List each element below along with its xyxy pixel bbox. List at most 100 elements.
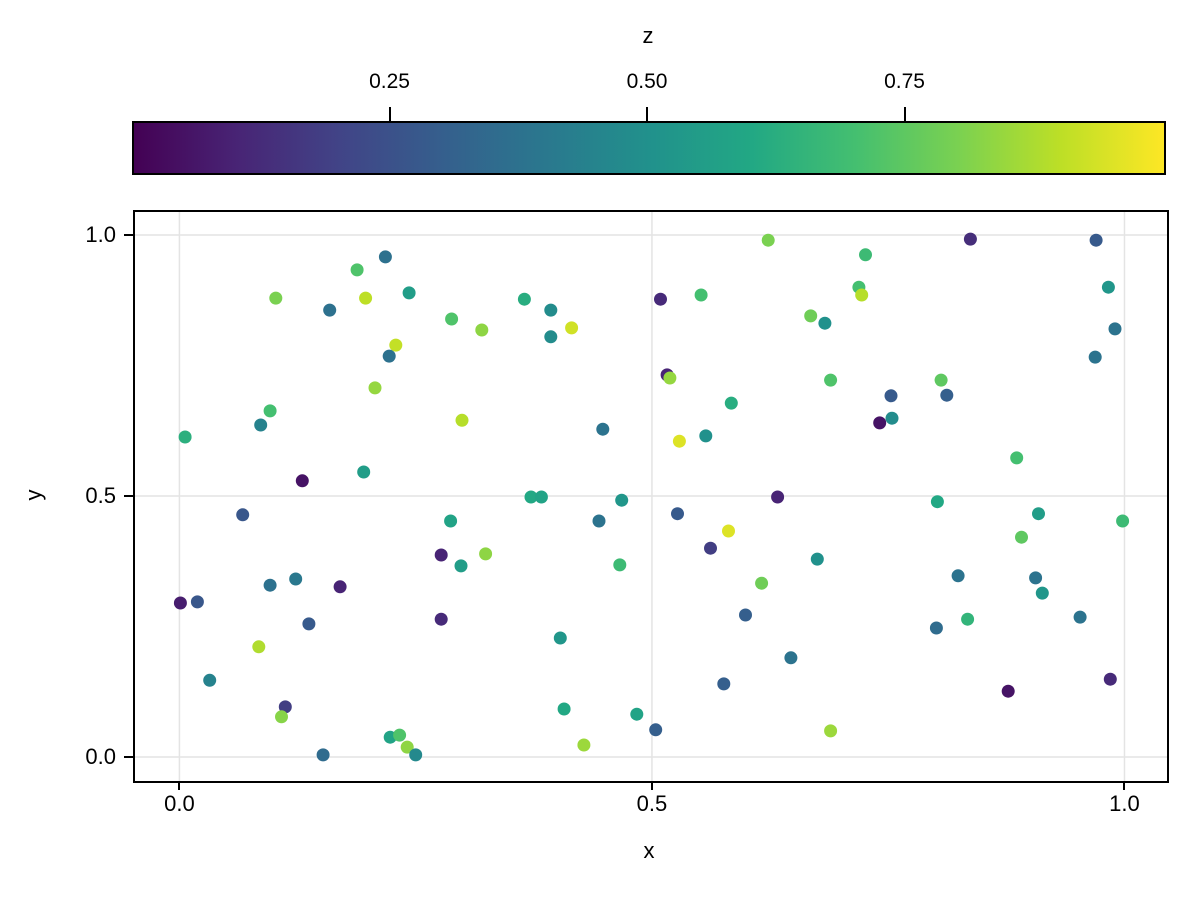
data-point (810, 552, 824, 566)
data-point (804, 309, 818, 323)
colorbar-tick-label: 0.25 (369, 70, 410, 93)
data-point (739, 608, 752, 622)
data-point (859, 248, 872, 262)
data-point (1001, 684, 1015, 698)
data-point (236, 508, 250, 522)
data-point (295, 474, 309, 488)
data-point (269, 291, 283, 305)
data-point (1029, 571, 1043, 585)
data-point (671, 507, 684, 521)
data-point (855, 288, 869, 302)
data-point (1015, 530, 1028, 544)
y-tick-mark (124, 494, 133, 497)
data-point (553, 631, 567, 645)
y-tick-label: 0.0 (85, 743, 116, 769)
colorbar-tick-mark (646, 107, 648, 121)
data-point (873, 416, 887, 430)
y-tick-label: 0.5 (85, 482, 116, 508)
data-point (565, 321, 579, 335)
colorbar-tick-label: 0.75 (884, 70, 925, 93)
data-point (717, 677, 731, 691)
y-tick-mark (124, 755, 133, 758)
x-tick-label: 1.0 (1109, 791, 1140, 816)
data-point (818, 316, 832, 330)
data-point (755, 576, 769, 590)
data-point (479, 547, 493, 561)
data-point (173, 596, 187, 610)
data-point (254, 418, 268, 432)
data-point (434, 548, 448, 562)
scatter-canvas (135, 212, 1167, 781)
y-axis-label: y (21, 489, 46, 501)
data-point (409, 748, 423, 762)
data-point (596, 422, 610, 436)
data-point (434, 612, 448, 626)
data-point (761, 233, 775, 247)
data-point (824, 724, 838, 738)
data-point (524, 490, 538, 504)
data-point (613, 558, 627, 572)
data-point (722, 524, 735, 538)
data-point (534, 490, 548, 504)
data-point (630, 707, 644, 721)
x-tick-mark (178, 781, 181, 790)
data-point (961, 612, 975, 626)
data-point (1116, 514, 1130, 528)
data-point (316, 748, 330, 762)
x-tick-mark (1123, 781, 1126, 790)
data-point (934, 373, 948, 387)
colorbar-tick-label: 0.50 (626, 70, 668, 93)
x-tick-label: 0.5 (636, 791, 668, 816)
data-point (393, 728, 407, 742)
data-point (940, 388, 954, 402)
data-point (475, 323, 489, 337)
data-point (663, 371, 677, 385)
data-point (402, 286, 416, 300)
scatter-points (173, 232, 1130, 762)
data-point (615, 493, 629, 507)
data-point (357, 465, 371, 479)
data-point (278, 700, 292, 714)
data-point (557, 702, 571, 716)
data-point (203, 673, 217, 687)
data-point (824, 373, 838, 387)
data-point (263, 404, 277, 418)
x-tick-mark (650, 781, 653, 790)
data-point (455, 413, 469, 427)
data-point (252, 640, 266, 654)
data-point (672, 434, 686, 448)
data-point (378, 250, 392, 264)
data-point (454, 559, 468, 573)
data-point (704, 541, 717, 555)
data-point (544, 330, 558, 344)
data-point (517, 292, 531, 306)
data-point (333, 580, 347, 594)
data-point (1073, 610, 1087, 624)
data-point (885, 411, 899, 425)
data-point (350, 263, 364, 277)
colorbar-title: z (642, 23, 654, 48)
y-tick-mark (124, 233, 133, 236)
data-point (694, 288, 708, 302)
data-point (963, 232, 977, 246)
data-point (190, 595, 204, 609)
data-point (1108, 322, 1122, 336)
data-point (1101, 280, 1115, 294)
colorbar-gradient (132, 121, 1166, 175)
data-point (654, 292, 667, 306)
data-point (400, 740, 414, 754)
data-point (784, 651, 798, 665)
data-point (544, 303, 558, 317)
data-point (1010, 451, 1024, 465)
x-axis-label: x (643, 838, 655, 863)
data-point (884, 389, 898, 403)
data-point (930, 495, 944, 509)
data-point (649, 723, 663, 737)
data-point (724, 396, 738, 410)
data-point (382, 349, 396, 363)
data-point (592, 514, 606, 528)
colorbar-tick-mark (388, 107, 391, 121)
data-point (1088, 350, 1102, 364)
data-point (389, 338, 403, 352)
data-point (577, 738, 591, 752)
